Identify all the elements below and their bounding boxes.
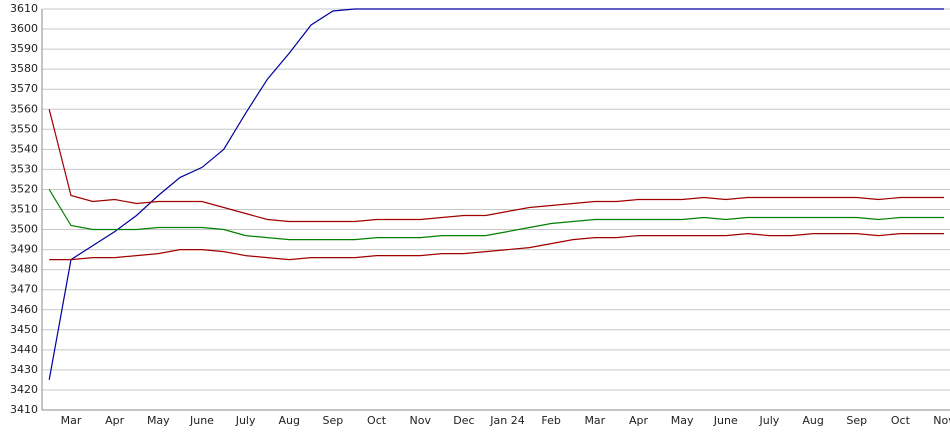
y-tick-label: 3590: [10, 42, 38, 55]
y-tick-label: 3500: [10, 223, 38, 236]
x-tick-label: July: [759, 414, 780, 427]
x-tick-label: Oct: [367, 414, 387, 427]
x-tick-label: Sep: [846, 414, 867, 427]
y-tick-label: 3530: [10, 162, 38, 175]
x-tick-label: Mar: [584, 414, 605, 427]
x-tick-label: Apr: [105, 414, 125, 427]
x-tick-label: July: [235, 414, 256, 427]
x-tick-label: June: [189, 414, 214, 427]
x-tick-label: Jan 24: [489, 414, 524, 427]
x-tick-label: Aug: [802, 414, 823, 427]
y-tick-label: 3480: [10, 263, 38, 276]
y-tick-label: 3560: [10, 102, 38, 115]
y-tick-label: 3430: [10, 363, 38, 376]
y-tick-label: 3610: [10, 2, 38, 15]
y-tick-label: 3550: [10, 122, 38, 135]
x-tick-label: Apr: [629, 414, 649, 427]
x-tick-label: May: [147, 414, 170, 427]
x-tick-label: May: [671, 414, 694, 427]
x-tick-label: Feb: [541, 414, 560, 427]
x-tick-label: Dec: [453, 414, 474, 427]
y-tick-label: 3460: [10, 303, 38, 316]
y-tick-label: 3600: [10, 22, 38, 35]
y-tick-label: 3540: [10, 142, 38, 155]
x-tick-label: Sep: [323, 414, 344, 427]
y-tick-label: 3440: [10, 343, 38, 356]
y-tick-label: 3490: [10, 243, 38, 256]
y-tick-label: 3420: [10, 383, 38, 396]
series-line: [49, 232, 944, 261]
x-tick-label: Nov: [409, 414, 431, 427]
x-tick-label: Aug: [279, 414, 300, 427]
series-line: [48, 109, 944, 223]
y-tick-label: 3450: [10, 323, 38, 336]
series-line: [48, 8, 944, 381]
series-line: [48, 189, 944, 241]
x-tick-label: Oct: [891, 414, 911, 427]
y-tick-label: 3580: [10, 62, 38, 75]
y-tick-label: 3570: [10, 82, 38, 95]
x-tick-label: Mar: [61, 414, 82, 427]
y-tick-label: 3510: [10, 203, 38, 216]
x-tick-label: June: [713, 414, 738, 427]
x-tick-label: Nov: [933, 414, 950, 427]
y-tick-label: 3520: [10, 182, 38, 195]
y-tick-label: 3470: [10, 283, 38, 296]
y-tick-label: 3410: [10, 403, 38, 416]
